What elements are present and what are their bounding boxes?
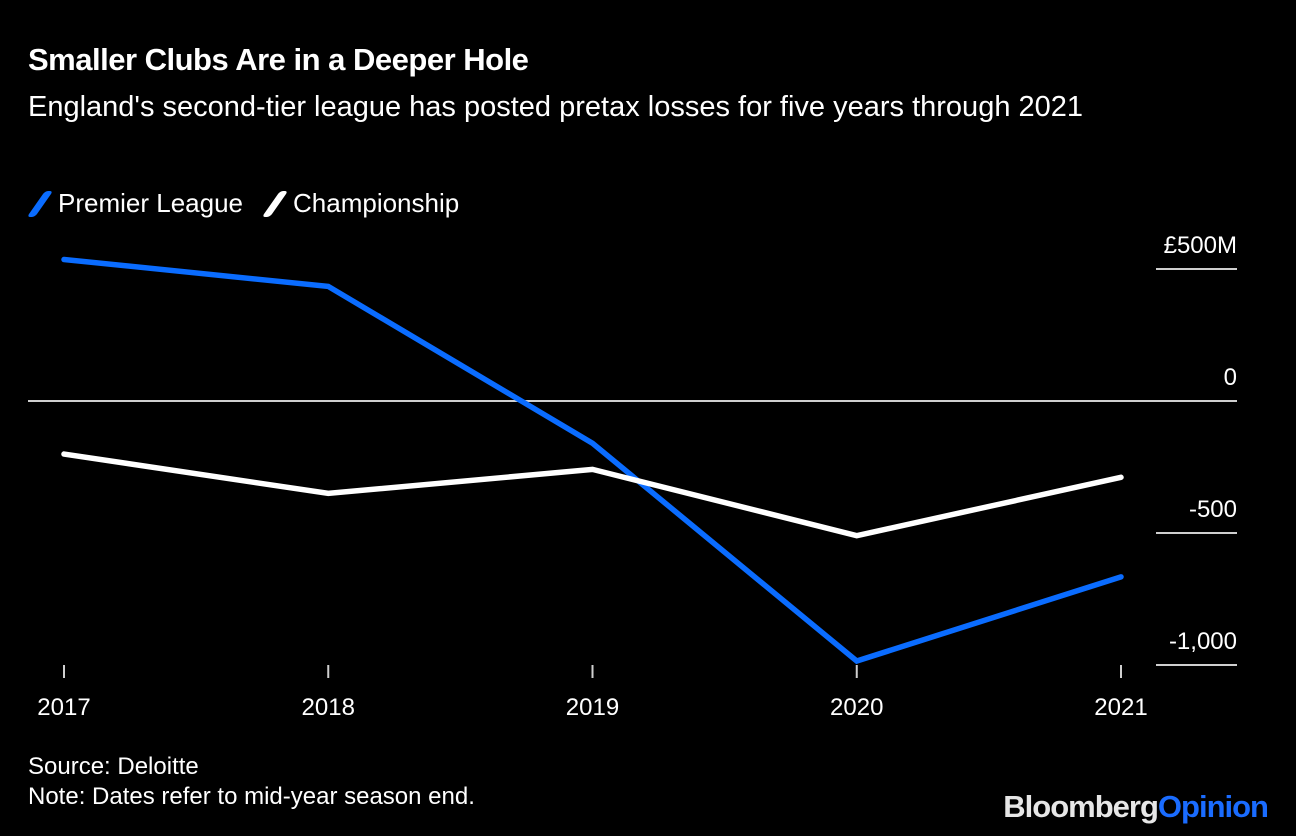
series-line-premier-league bbox=[61, 256, 1124, 665]
y-tick-label: 0 bbox=[1224, 364, 1237, 391]
legend-item-championship: Championship bbox=[261, 188, 460, 219]
series-line-championship bbox=[61, 451, 1124, 539]
legend: Premier League Championship bbox=[26, 188, 479, 219]
y-tick-label: -1,000 bbox=[1169, 628, 1237, 655]
legend-label: Premier League bbox=[58, 188, 243, 218]
dates-note: Note: Dates refer to mid-year season end… bbox=[28, 783, 475, 810]
y-tick-label: -500 bbox=[1189, 496, 1237, 523]
source-note: Source: Deloitte bbox=[28, 753, 199, 780]
legend-item-premier-league: Premier League bbox=[26, 188, 243, 219]
x-tick-label: 2021 bbox=[1094, 694, 1147, 721]
bloomberg-opinion-logo: BloombergOpinion bbox=[1003, 789, 1269, 824]
y-tick-label: £500M bbox=[1164, 232, 1237, 259]
x-tick-label: 2018 bbox=[302, 694, 355, 721]
x-tick-label: 2019 bbox=[566, 694, 619, 721]
chart-subtitle: England's second-tier league has posted … bbox=[28, 91, 1084, 123]
legend-label: Championship bbox=[293, 188, 460, 218]
x-tick-label: 2020 bbox=[830, 694, 883, 721]
chart-title: Smaller Clubs Are in a Deeper Hole bbox=[28, 42, 529, 77]
footer: Source: Deloitte Note: Dates refer to mi… bbox=[28, 752, 475, 812]
x-tick-label: 2017 bbox=[37, 694, 90, 721]
